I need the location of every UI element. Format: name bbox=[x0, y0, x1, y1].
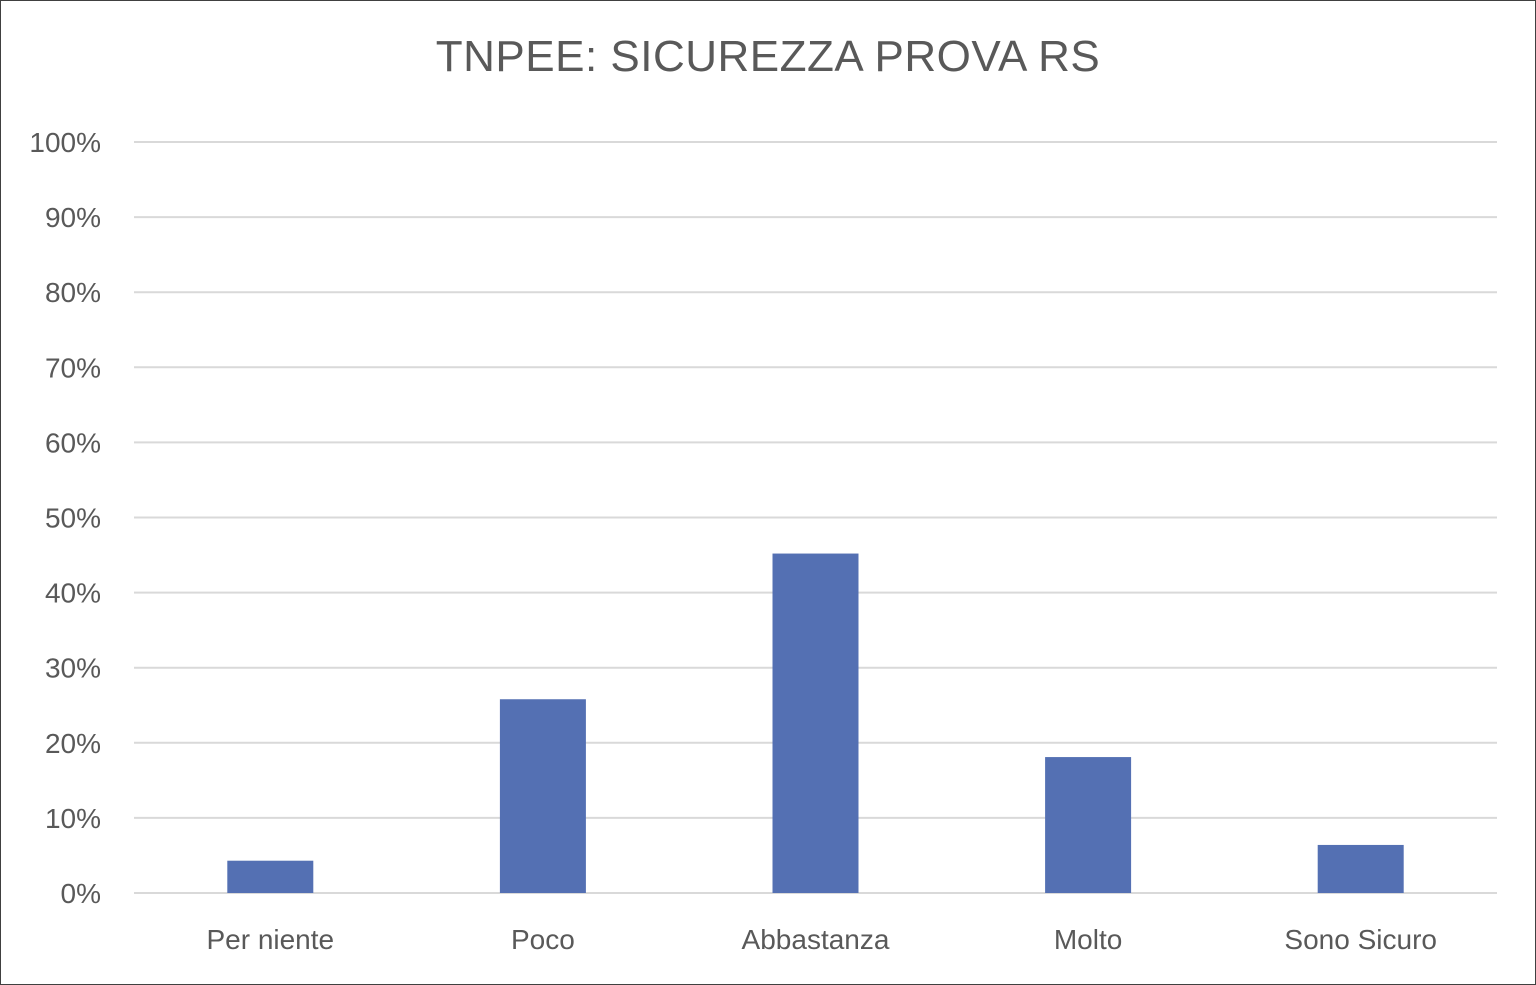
gridlines bbox=[134, 141, 1497, 894]
y-tick-label: 10% bbox=[45, 803, 101, 834]
x-category-label: Sono Sicuro bbox=[1284, 924, 1437, 955]
chart-title: TNPEE: SICUREZZA PROVA RS bbox=[435, 32, 1101, 81]
y-axis-ticks: 0% 10% 20% 30% 40% 50% 60% 70% 80% 90% 100% bbox=[29, 127, 101, 909]
x-axis-categories: Per niente Poco Abbastanza Molto Sono Sicuro bbox=[206, 924, 1436, 955]
y-tick-label: 30% bbox=[45, 653, 101, 684]
y-tick-label: 90% bbox=[45, 202, 101, 233]
y-tick-label: 0% bbox=[61, 878, 101, 909]
bar-sono-sicuro bbox=[1317, 844, 1404, 893]
y-tick-label: 40% bbox=[45, 578, 101, 609]
x-category-label: Molto bbox=[1054, 924, 1122, 955]
y-tick-label: 20% bbox=[45, 728, 101, 759]
bar-abbastanza bbox=[772, 553, 859, 893]
y-tick-label: 100% bbox=[29, 127, 101, 158]
bar-molto bbox=[1045, 757, 1132, 893]
y-tick-label: 60% bbox=[45, 427, 101, 458]
bar-poco bbox=[499, 699, 586, 893]
y-tick-label: 70% bbox=[45, 352, 101, 383]
x-category-label: Poco bbox=[511, 924, 575, 955]
y-tick-label: 50% bbox=[45, 503, 101, 534]
x-category-label: Per niente bbox=[206, 924, 334, 955]
bar-per-niente bbox=[227, 860, 314, 893]
x-category-label: Abbastanza bbox=[742, 924, 890, 955]
bars bbox=[227, 553, 1404, 893]
y-tick-label: 80% bbox=[45, 277, 101, 308]
